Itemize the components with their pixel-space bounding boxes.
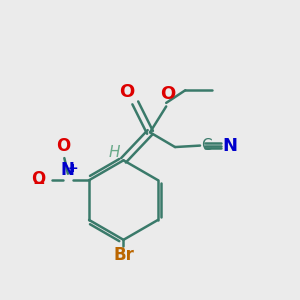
Text: Br: Br xyxy=(113,246,134,264)
Text: −: − xyxy=(32,176,45,191)
Text: O: O xyxy=(119,82,135,100)
Text: N: N xyxy=(223,136,238,154)
Text: O: O xyxy=(160,85,175,103)
Text: O: O xyxy=(31,170,45,188)
Text: +: + xyxy=(68,162,79,175)
Text: O: O xyxy=(56,137,70,155)
Text: C: C xyxy=(202,138,212,153)
Text: N: N xyxy=(61,161,75,179)
Text: H: H xyxy=(108,146,120,160)
